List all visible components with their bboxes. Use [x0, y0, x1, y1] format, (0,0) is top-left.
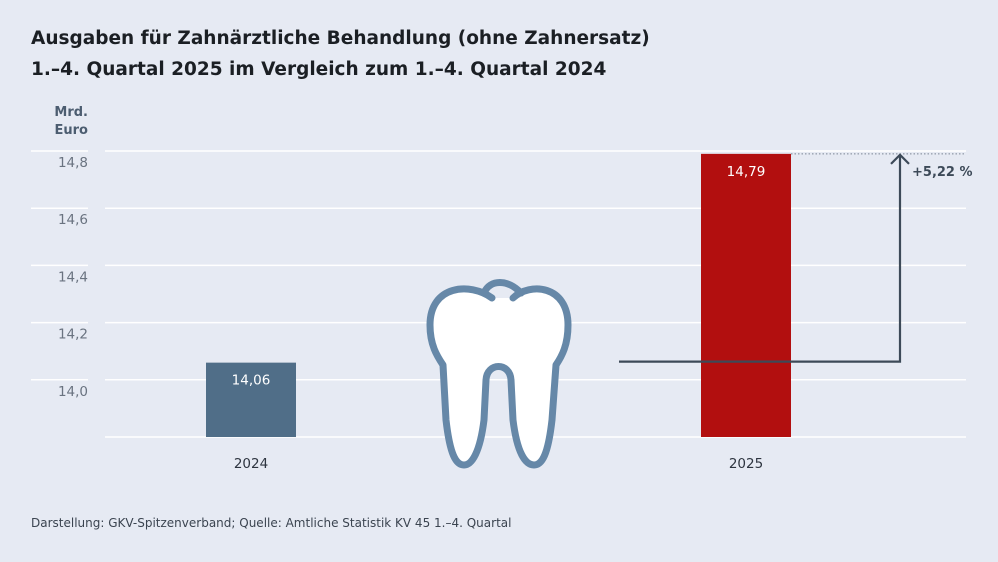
value-label: 14,79 [727, 164, 766, 180]
x-tick-label: 2025 [729, 456, 763, 472]
value-label: 14,06 [232, 373, 271, 389]
y-tick-label: 14,8 [58, 155, 88, 171]
x-tick-label: 2024 [234, 456, 268, 472]
y-tick-label: 14,0 [58, 384, 88, 400]
source-note: Darstellung: GKV-Spitzenverband; Quelle:… [31, 516, 512, 530]
y-tick-label: 14,4 [58, 269, 88, 285]
change-annotation: +5,22 % [912, 165, 973, 180]
y-tick-label: 14,2 [58, 327, 88, 343]
change-arrow-line [619, 155, 902, 363]
bar-2024 [206, 362, 296, 437]
y-axis-unit: Mrd. Euro [54, 105, 88, 138]
chart-title-line1: Ausgaben für Zahnärztliche Behandlung (o… [31, 28, 650, 49]
y-tick-label: 14,6 [58, 212, 88, 228]
tooth-icon [426, 279, 572, 469]
bar-2025 [701, 153, 791, 438]
arrow-head-icon [890, 153, 910, 165]
chart-title-line2: 1.–4. Quartal 2025 im Vergleich zum 1.–4… [31, 59, 607, 80]
